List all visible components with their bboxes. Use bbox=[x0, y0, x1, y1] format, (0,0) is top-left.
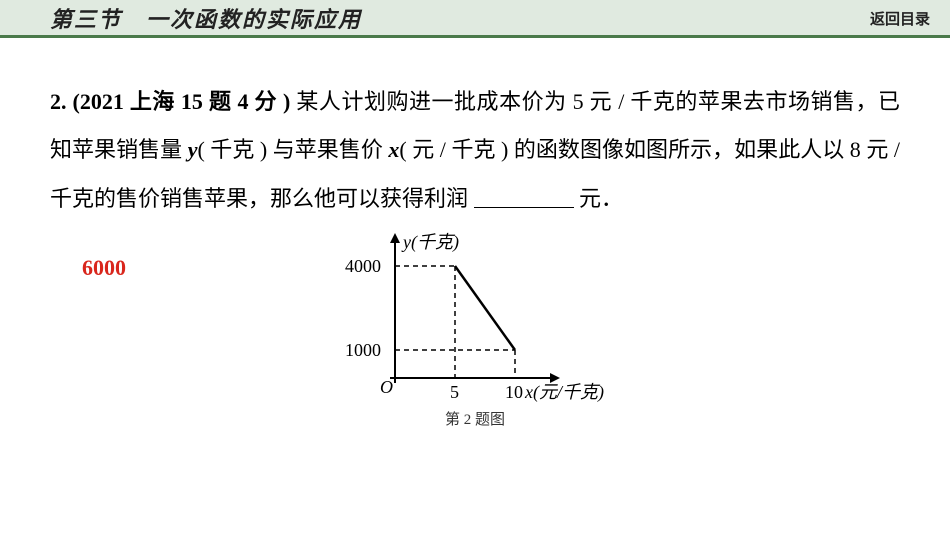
figure-caption: 第 2 题图 bbox=[445, 408, 505, 429]
answer-blank bbox=[474, 186, 574, 208]
problem-paragraph: 2. (2021 上海 15 题 4 分 ) 某人计划购进一批成本价为 5 元 … bbox=[50, 78, 900, 223]
unit-y: ( 千克 ) bbox=[197, 137, 267, 162]
problem-content: 2. (2021 上海 15 题 4 分 ) 某人计划购进一批成本价为 5 元 … bbox=[0, 38, 950, 429]
header-title: 第三节 一次函数的实际应用 bbox=[50, 2, 362, 34]
chart-svg: y(千克) x(元/千克) O 4000 1000 5 10 bbox=[325, 228, 625, 403]
y-axis-label: y(千克) bbox=[401, 232, 459, 253]
section-label: 第三节 bbox=[50, 7, 122, 32]
xtick-5: 5 bbox=[450, 382, 459, 402]
return-label: 返回目录 bbox=[870, 8, 930, 29]
unit-x: ( 元 / 千克 ) bbox=[399, 137, 508, 162]
xtick-10: 10 bbox=[505, 382, 523, 402]
x-axis-label: x(元/千克) bbox=[524, 382, 604, 403]
answer-value: 6000 bbox=[82, 255, 126, 281]
page-header: 第三节 一次函数的实际应用 返回目录 bbox=[0, 0, 950, 38]
ytick-1000: 1000 bbox=[345, 340, 381, 360]
text-end: 元． bbox=[574, 186, 624, 211]
section-title: 一次函数的实际应用 bbox=[146, 7, 362, 32]
figure-area: y(千克) x(元/千克) O 4000 1000 5 10 第 2 题图 bbox=[50, 228, 900, 429]
return-toc-button[interactable]: 返回目录 bbox=[870, 8, 930, 29]
problem-source: (2021 上海 15 题 4 分 ) bbox=[73, 89, 291, 114]
var-y: y bbox=[188, 137, 198, 162]
text-part2: 与苹果售价 bbox=[267, 137, 388, 162]
origin-label: O bbox=[380, 377, 393, 397]
ytick-4000: 4000 bbox=[345, 256, 381, 276]
var-x: x bbox=[388, 137, 399, 162]
problem-number: 2. bbox=[50, 89, 67, 114]
